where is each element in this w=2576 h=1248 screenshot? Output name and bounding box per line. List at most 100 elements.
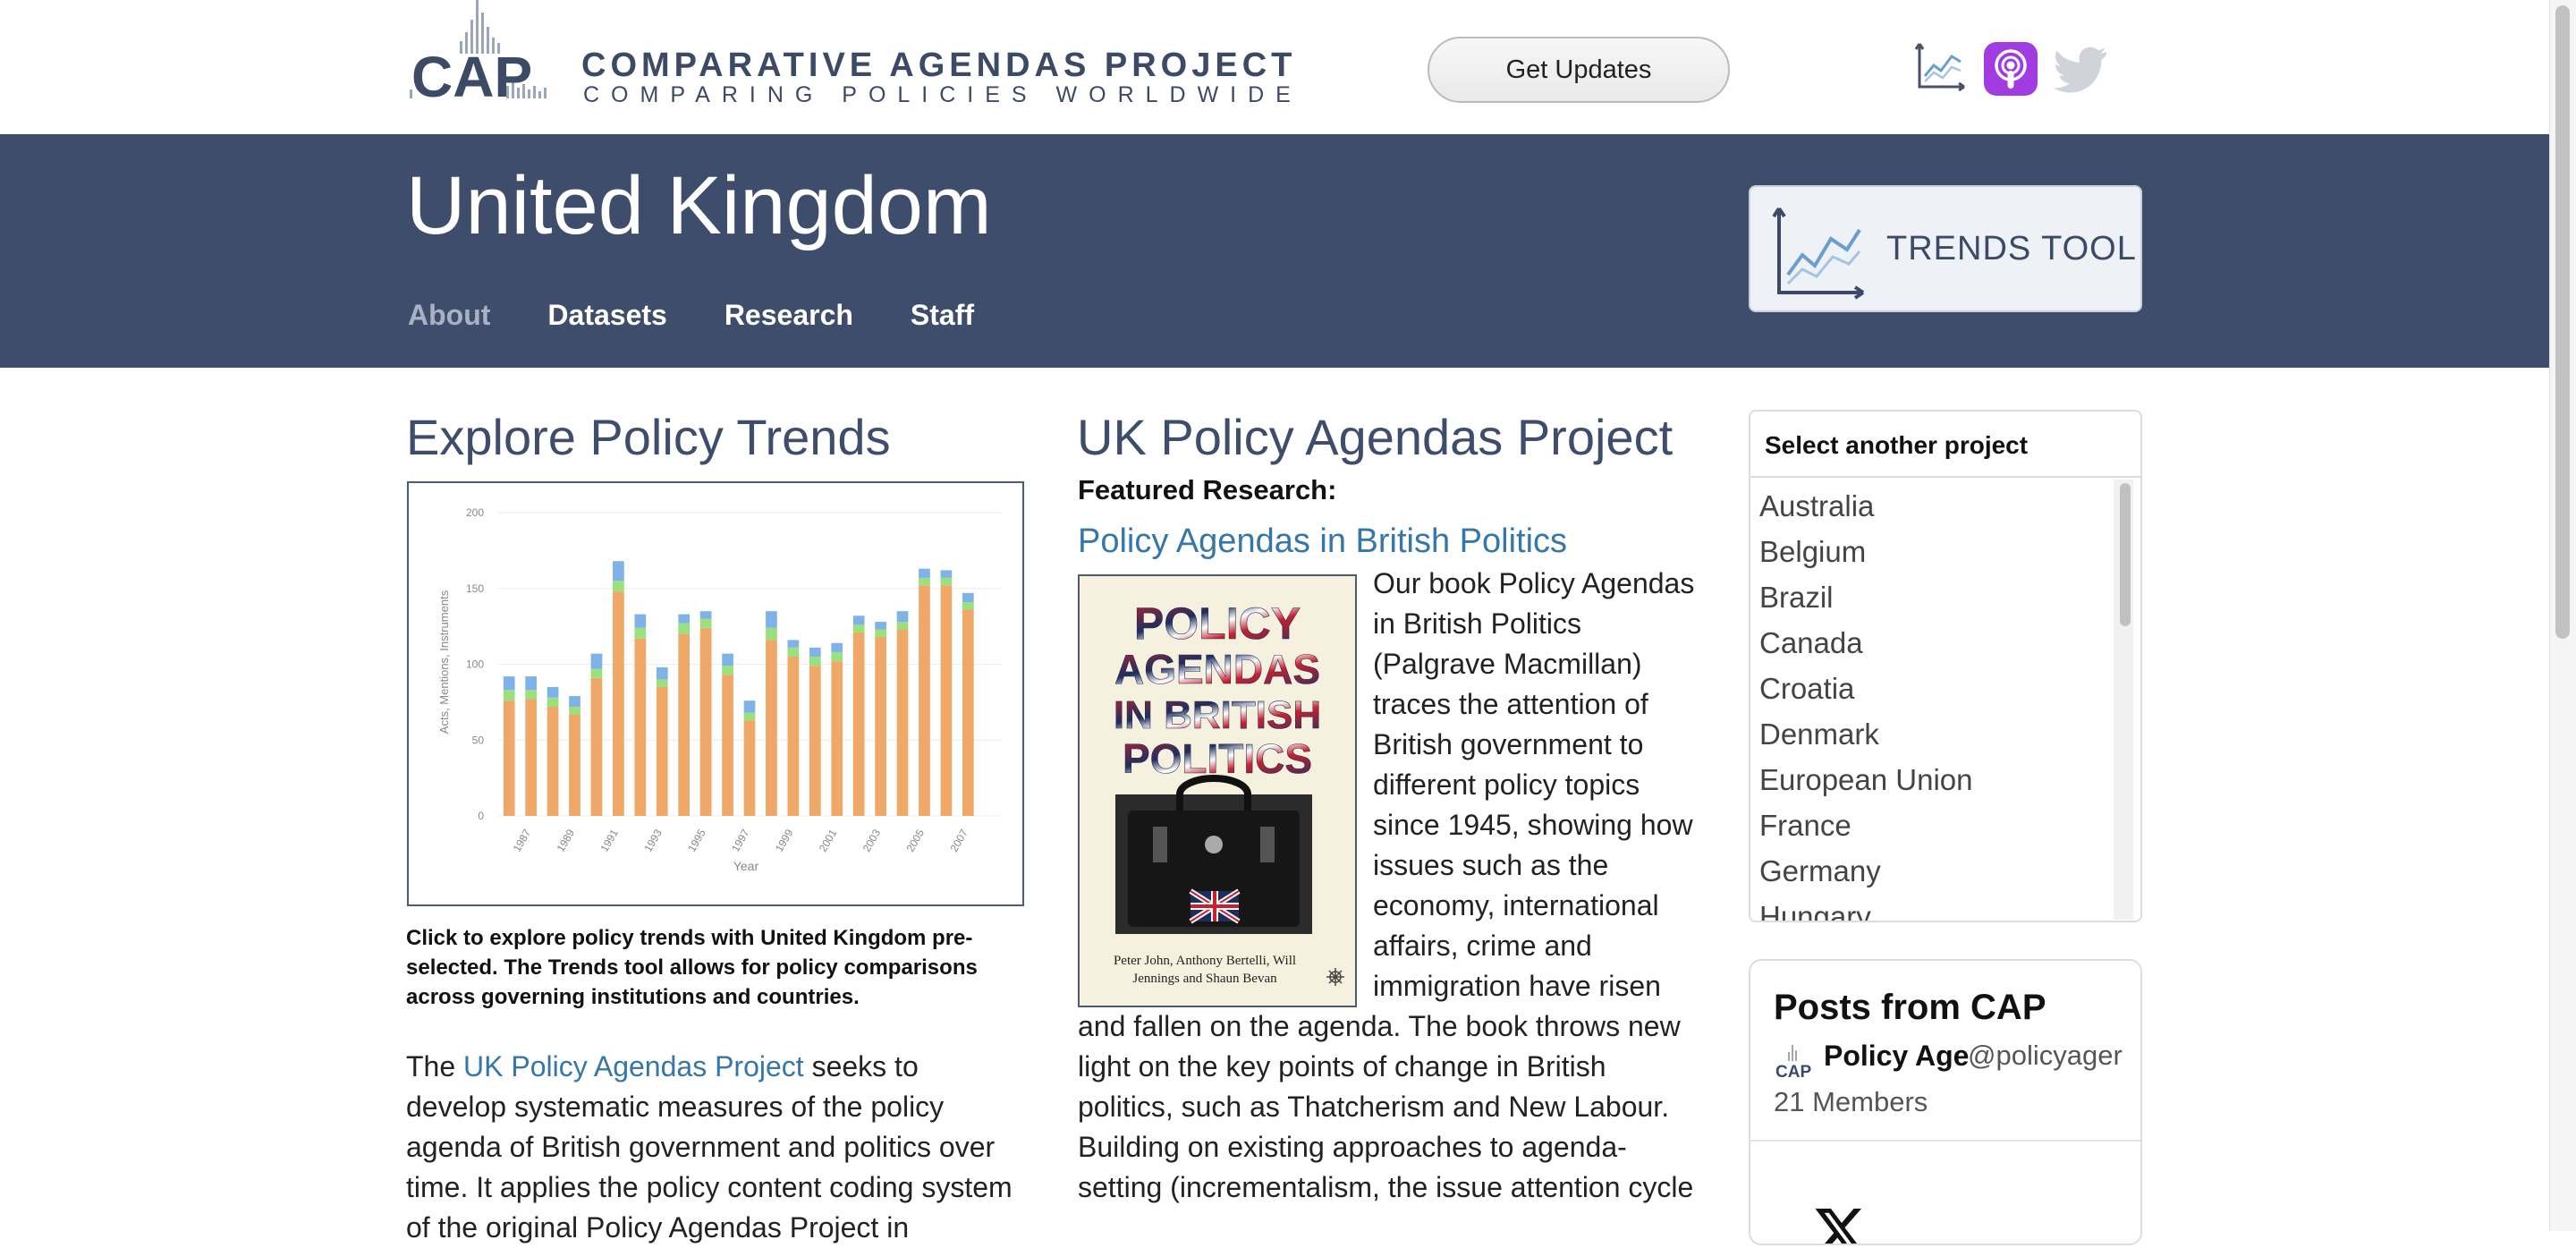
chart-bar-segment xyxy=(634,627,647,639)
apple-podcasts-icon[interactable] xyxy=(1984,42,2038,96)
chart-bar-segment xyxy=(634,638,647,816)
project-option-hungary[interactable]: Hungary xyxy=(1759,900,1871,922)
chart-bar-segment xyxy=(962,609,974,816)
chart-y-tick-label: 50 xyxy=(472,734,485,746)
chart-bar-segment xyxy=(547,706,559,816)
chart-x-tick-label: 2007 xyxy=(947,827,970,853)
chart-x-tick-label: 2003 xyxy=(860,827,884,853)
trends-tool-button[interactable]: TRENDS TOOL xyxy=(1749,185,2142,312)
chart-y-tick-label: 100 xyxy=(466,658,484,671)
chart-bar-segment xyxy=(503,690,515,701)
chart-bar-segment xyxy=(852,616,865,625)
posts-members-count: 21 Members xyxy=(1774,1086,1928,1117)
page-scroll-thumb[interactable] xyxy=(2555,5,2570,639)
trends-chart-icon[interactable] xyxy=(1912,40,1966,94)
chart-bar-segment xyxy=(699,618,712,628)
chart-bar-segment xyxy=(525,699,538,816)
uk-project-link[interactable]: UK Policy Agendas Project xyxy=(463,1050,804,1082)
project-option-canada[interactable]: Canada xyxy=(1759,626,1863,659)
chart-bar-segment xyxy=(656,679,668,687)
book-description-text: Our book Policy Agendas in British Polit… xyxy=(1078,567,1695,1203)
project-option-belgium[interactable]: Belgium xyxy=(1759,535,1867,568)
project-list-scroll-thumb[interactable] xyxy=(2120,483,2131,626)
posts-account-handle[interactable]: @policyager xyxy=(1968,1040,2123,1071)
chart-bar-segment xyxy=(656,686,668,816)
chart-bar-segment xyxy=(743,712,756,721)
trends-tool-label: TRENDS TOOL xyxy=(1886,230,2137,267)
chart-bar-segment xyxy=(940,585,953,816)
chart-bar-segment xyxy=(831,642,843,652)
chart-bar-segment xyxy=(896,611,909,623)
chart-bar-segment xyxy=(722,675,733,816)
nav-research[interactable]: Research xyxy=(724,299,853,331)
country-banner xyxy=(0,134,2549,368)
nav-about[interactable]: About xyxy=(408,299,491,331)
chart-bar-segment xyxy=(896,622,909,630)
intro-text-start: The xyxy=(406,1050,464,1082)
chart-bar-segment xyxy=(569,714,580,816)
policy-trends-chart[interactable]: 0 50 100 150 200 1987 1989 1991 1993 1995 1997 1999… xyxy=(407,481,1024,906)
chart-bar-segment xyxy=(525,690,538,700)
divider xyxy=(1750,1140,2140,1142)
get-updates-button[interactable]: Get Updates xyxy=(1428,37,1730,103)
project-option-france[interactable]: France xyxy=(1759,809,1852,842)
project-option-european-union[interactable]: European Union xyxy=(1759,763,1973,796)
chart-y-label: Acts, Mentions, Instruments xyxy=(437,590,451,734)
book-cover-art: POLICY AGENDAS IN BRITISH POLITICS Peter… xyxy=(1113,599,1344,986)
project-option-germany[interactable]: Germany xyxy=(1759,854,1881,887)
chart-y-tick-label: 200 xyxy=(466,506,484,519)
chart-bar-segment xyxy=(722,666,733,675)
project-option-denmark[interactable]: Denmark xyxy=(1759,717,1879,751)
chart-bar-segment xyxy=(590,653,603,669)
chart-bar-segment xyxy=(875,629,886,637)
twitter-icon[interactable] xyxy=(2054,45,2107,93)
book-cover[interactable]: POLICY AGENDAS IN BRITISH POLITICS Peter… xyxy=(1078,574,1357,1007)
chart-x-tick-label: 1991 xyxy=(598,827,622,853)
chart-bar-segment xyxy=(678,633,691,816)
chart-bar-segment xyxy=(699,611,712,619)
chart-bar-segment xyxy=(831,651,843,662)
chart-bar-segment xyxy=(743,720,756,816)
cap-avatar[interactable]: CAP xyxy=(1774,1043,1813,1082)
chart-bar-segment xyxy=(503,676,515,691)
chart-bar-segment xyxy=(875,622,886,630)
page-title: United Kingdom xyxy=(406,160,992,251)
chart-bar-segment xyxy=(743,700,756,713)
chart-x-tick-label: 1989 xyxy=(555,827,578,853)
chart-bar-segment xyxy=(590,668,603,678)
chart-x-tick-label: 2005 xyxy=(904,827,928,853)
chart-x-tick-label: 2001 xyxy=(817,827,840,853)
chart-bar-segment xyxy=(613,561,624,582)
cover-title-line-2: AGENDAS xyxy=(1114,646,1320,692)
chart-bar-segment xyxy=(613,591,624,816)
svg-text:CAP: CAP xyxy=(1775,1063,1811,1082)
chart-bar-segment xyxy=(569,706,580,715)
book-title-link[interactable]: Policy Agendas in British Politics xyxy=(1078,522,1568,560)
chart-bar-segment xyxy=(766,627,777,641)
project-option-croatia[interactable]: Croatia xyxy=(1759,672,1855,705)
chart-bar-segment xyxy=(787,640,800,648)
project-option-australia[interactable]: Australia xyxy=(1759,489,1875,522)
chart-bar-segment xyxy=(831,661,843,816)
intro-paragraph: The UK Policy Agendas Project seeks to d… xyxy=(406,1047,1014,1248)
chart-bar-segment xyxy=(962,592,974,603)
project-list: Australia Belgium Brazil Canada Croatia … xyxy=(1759,483,2117,922)
cover-title-line-4: POLITICS xyxy=(1123,735,1312,782)
cover-authors: Peter John, Anthony Bertelli, Will Jenni… xyxy=(1113,954,1297,986)
chart-bar-segment xyxy=(962,602,974,610)
chart-bar-segment xyxy=(919,577,930,586)
chart-bar-segment xyxy=(787,647,800,658)
chart-bar-segment xyxy=(766,611,777,628)
book-description: Our book Policy Agendas in British Polit… xyxy=(1078,564,1695,1208)
project-selector: Select another project Australia Belgium… xyxy=(1749,410,2142,922)
chart-bar-segment xyxy=(547,686,559,698)
chart-x-tick-label: 1997 xyxy=(729,827,752,853)
site-header: CAP COMPARATIVE AGENDAS PROJECT COMPARIN… xyxy=(0,0,2549,134)
nav-staff[interactable]: Staff xyxy=(910,299,975,331)
cap-logo[interactable]: CAP xyxy=(406,0,549,100)
main-nav: About Datasets Research Staff xyxy=(408,299,974,332)
project-option-brazil[interactable]: Brazil xyxy=(1759,581,1834,614)
nav-datasets[interactable]: Datasets xyxy=(547,299,667,331)
chart-bar-segment xyxy=(809,647,821,658)
posts-account-name[interactable]: Policy Age xyxy=(1824,1040,1970,1072)
